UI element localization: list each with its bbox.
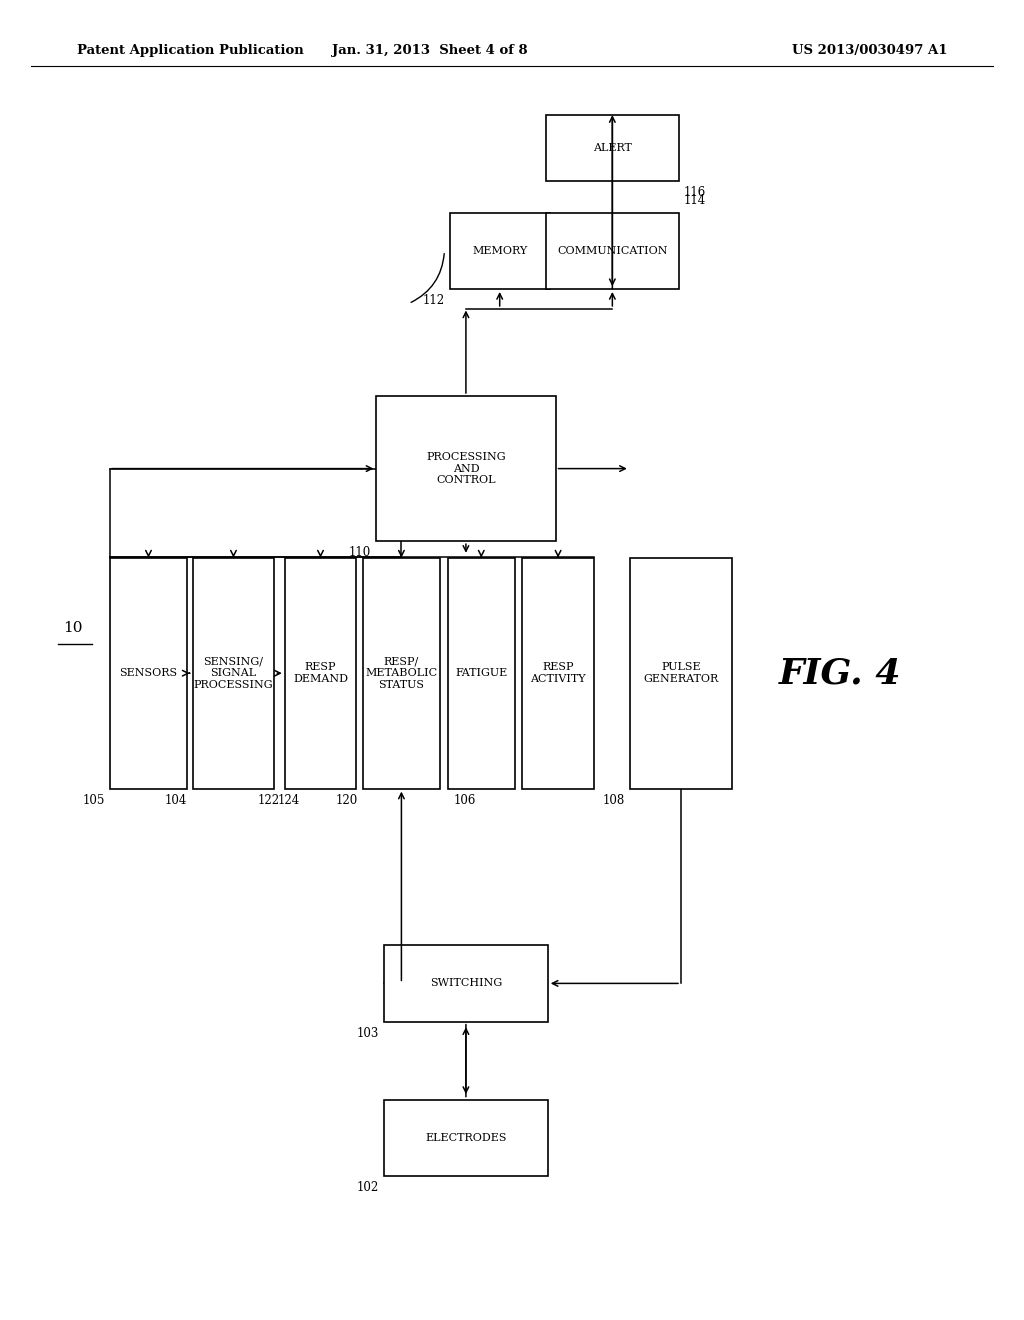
Text: 108: 108 [602,795,625,807]
Text: 124: 124 [278,795,300,807]
Bar [630,558,732,789]
Bar [384,945,548,1022]
Bar [285,558,356,789]
Text: ALERT: ALERT [593,143,632,153]
Text: 122: 122 [257,795,280,807]
Bar [546,213,679,289]
Bar [450,213,550,289]
Text: 114: 114 [684,194,707,207]
Bar [110,558,186,789]
Text: 103: 103 [356,1027,379,1040]
Text: MEMORY: MEMORY [472,246,527,256]
Text: FIG. 4: FIG. 4 [778,656,901,690]
Text: FATIGUE: FATIGUE [455,668,508,678]
Text: 116: 116 [684,186,707,199]
Text: 120: 120 [336,795,358,807]
Text: PROCESSING
AND
CONTROL: PROCESSING AND CONTROL [426,451,506,486]
Text: SENSING/
SIGNAL
PROCESSING: SENSING/ SIGNAL PROCESSING [194,656,273,690]
Text: RESP
ACTIVITY: RESP ACTIVITY [530,663,586,684]
Text: ELECTRODES: ELECTRODES [425,1133,507,1143]
Text: RESP/
METABOLIC
STATUS: RESP/ METABOLIC STATUS [366,656,437,690]
Text: 104: 104 [165,795,187,807]
Text: SENSORS: SENSORS [120,668,177,678]
Text: PULSE
GENERATOR: PULSE GENERATOR [643,663,719,684]
Bar [449,558,514,789]
Bar [193,558,274,789]
Bar [364,558,440,789]
Bar [384,1100,548,1176]
Bar [377,396,555,541]
Text: 112: 112 [422,294,444,308]
Text: Patent Application Publication: Patent Application Publication [77,44,303,57]
Bar [546,115,679,181]
Text: 106: 106 [454,795,476,807]
Text: Jan. 31, 2013  Sheet 4 of 8: Jan. 31, 2013 Sheet 4 of 8 [332,44,528,57]
Text: RESP
DEMAND: RESP DEMAND [293,663,348,684]
Text: US 2013/0030497 A1: US 2013/0030497 A1 [792,44,947,57]
Text: COMMUNICATION: COMMUNICATION [557,246,668,256]
Text: 102: 102 [356,1181,379,1195]
Text: 10: 10 [63,622,83,635]
Bar [522,558,594,789]
Text: 110: 110 [349,546,372,560]
Text: 105: 105 [83,795,104,807]
Text: SWITCHING: SWITCHING [430,978,502,989]
